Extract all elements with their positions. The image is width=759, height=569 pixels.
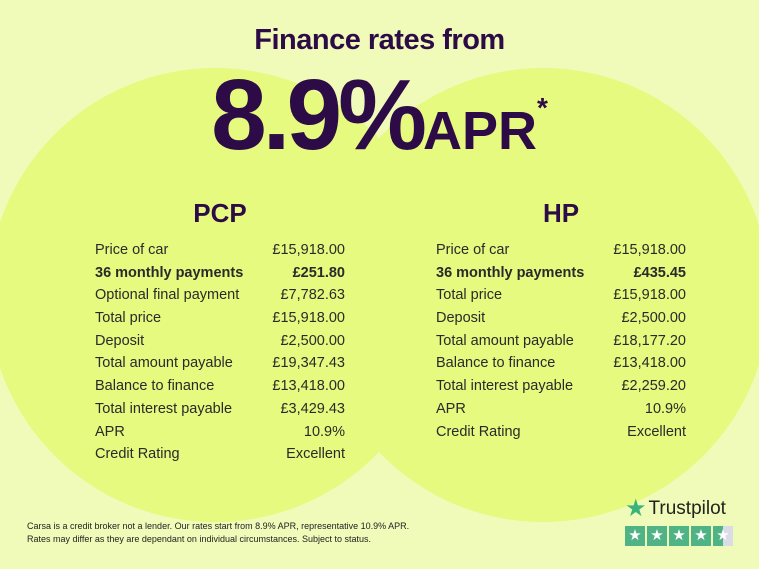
table-row: Total price £15,918.00 bbox=[95, 307, 345, 330]
disclaimer: Carsa is a credit broker not a lender. O… bbox=[27, 520, 409, 546]
table-row: Total amount payable £18,177.20 bbox=[436, 330, 686, 353]
row-value: £2,259.20 bbox=[621, 378, 686, 395]
row-value: 10.9% bbox=[303, 423, 345, 440]
asterisk: * bbox=[537, 92, 548, 123]
rating-stars: ★ ★ ★ ★ ★ bbox=[625, 526, 733, 546]
row-label: 36 monthly payments bbox=[95, 264, 244, 281]
row-label: Deposit bbox=[436, 310, 486, 327]
headline: Finance rates from bbox=[254, 24, 505, 56]
hp-table: HP Price of car £15,918.00 36 monthly paym… bbox=[436, 198, 686, 443]
row-label: Total interest payable bbox=[436, 378, 574, 395]
table-row: Balance to finance £13,418.00 bbox=[436, 352, 686, 375]
row-value: £13,418.00 bbox=[613, 355, 686, 372]
row-value: £18,177.20 bbox=[613, 332, 686, 349]
trustpilot-label: Trustpilot bbox=[648, 497, 726, 519]
pcp-table: PCP Price of car £15,918.00 36 monthly pay… bbox=[95, 198, 345, 466]
row-value: £15,918.00 bbox=[613, 287, 686, 304]
table-row: Total interest payable £3,429.43 bbox=[95, 398, 345, 421]
table-row: Price of car £15,918.00 bbox=[436, 239, 686, 262]
table-row: Balance to finance £13,418.00 bbox=[95, 375, 345, 398]
row-value: £435.45 bbox=[633, 264, 686, 281]
row-label: Credit Rating bbox=[436, 423, 521, 440]
row-label: APR bbox=[436, 400, 466, 417]
plan-title: PCP bbox=[193, 198, 247, 228]
row-label: Total amount payable bbox=[95, 355, 233, 372]
table-row: Credit Rating Excellent bbox=[436, 421, 686, 444]
row-label: Deposit bbox=[95, 332, 145, 349]
row-value: £15,918.00 bbox=[272, 242, 345, 258]
row-label: 36 monthly payments bbox=[436, 264, 585, 281]
row-label: Balance to finance bbox=[95, 378, 215, 395]
table-row: Total price £15,918.00 bbox=[436, 284, 686, 307]
plan-title: HP bbox=[542, 198, 580, 228]
row-label: Optional final payment bbox=[95, 287, 240, 304]
row-value: £7,782.63 bbox=[280, 287, 345, 304]
row-label: Credit Rating bbox=[95, 446, 180, 463]
apr-label: APR bbox=[423, 101, 538, 161]
row-value: £15,918.00 bbox=[613, 242, 686, 258]
table-row: Deposit £2,500.00 bbox=[436, 307, 686, 330]
row-value: £19,347.43 bbox=[272, 355, 345, 372]
table-row: 36 monthly payments £435.45 bbox=[436, 262, 686, 285]
row-label: APR bbox=[95, 423, 125, 440]
row-label: Total amount payable bbox=[436, 332, 574, 349]
star-icon: ★ bbox=[691, 526, 711, 546]
table-row: Deposit £2,500.00 bbox=[95, 330, 345, 353]
table-row: Total interest payable £2,259.20 bbox=[436, 375, 686, 398]
disclaimer-line: Rates may differ as they are dependant o… bbox=[27, 534, 372, 544]
row-label: Price of car bbox=[436, 242, 510, 258]
row-label: Total interest payable bbox=[95, 400, 233, 417]
row-label: Balance to finance bbox=[436, 355, 556, 372]
disclaimer-line: Carsa is a credit broker not a lender. O… bbox=[27, 521, 410, 531]
row-label: Price of car bbox=[95, 242, 169, 258]
star-icon: ★ bbox=[647, 526, 667, 546]
row-value: £2,500.00 bbox=[621, 310, 686, 327]
row-value: £251.80 bbox=[292, 264, 345, 281]
row-label: Total price bbox=[95, 310, 162, 327]
table-row: 36 monthly payments £251.80 bbox=[95, 262, 345, 285]
row-value: Excellent bbox=[286, 446, 345, 463]
table-row: Optional final payment £7,782.63 bbox=[95, 284, 345, 307]
row-value: £13,418.00 bbox=[272, 378, 345, 395]
row-value: £3,429.43 bbox=[280, 400, 345, 417]
star-icon: ★ bbox=[669, 526, 689, 546]
row-value: Excellent bbox=[627, 423, 686, 440]
row-value: £2,500.00 bbox=[280, 332, 345, 349]
table-row: Total amount payable £19,347.43 bbox=[95, 352, 345, 375]
rate-value: 8.9% bbox=[211, 59, 427, 171]
decor-circle-right bbox=[316, 68, 759, 522]
row-label: Total price bbox=[436, 287, 503, 304]
rate-display: 8.9%APR* bbox=[0, 58, 759, 173]
star-icon: ★ bbox=[625, 495, 647, 522]
row-value: 10.9% bbox=[644, 400, 686, 417]
table-row: Price of car £15,918.00 bbox=[95, 239, 345, 262]
trustpilot-badge[interactable]: ★ Trustpilot ★ ★ ★ ★ ★ bbox=[625, 494, 733, 546]
star-icon: ★ bbox=[713, 526, 733, 546]
row-value: £15,918.00 bbox=[272, 310, 345, 327]
star-icon: ★ bbox=[625, 526, 645, 546]
table-row: Credit Rating Excellent bbox=[95, 443, 345, 466]
table-row: APR 10.9% bbox=[436, 398, 686, 421]
table-row: APR 10.9% bbox=[95, 421, 345, 444]
